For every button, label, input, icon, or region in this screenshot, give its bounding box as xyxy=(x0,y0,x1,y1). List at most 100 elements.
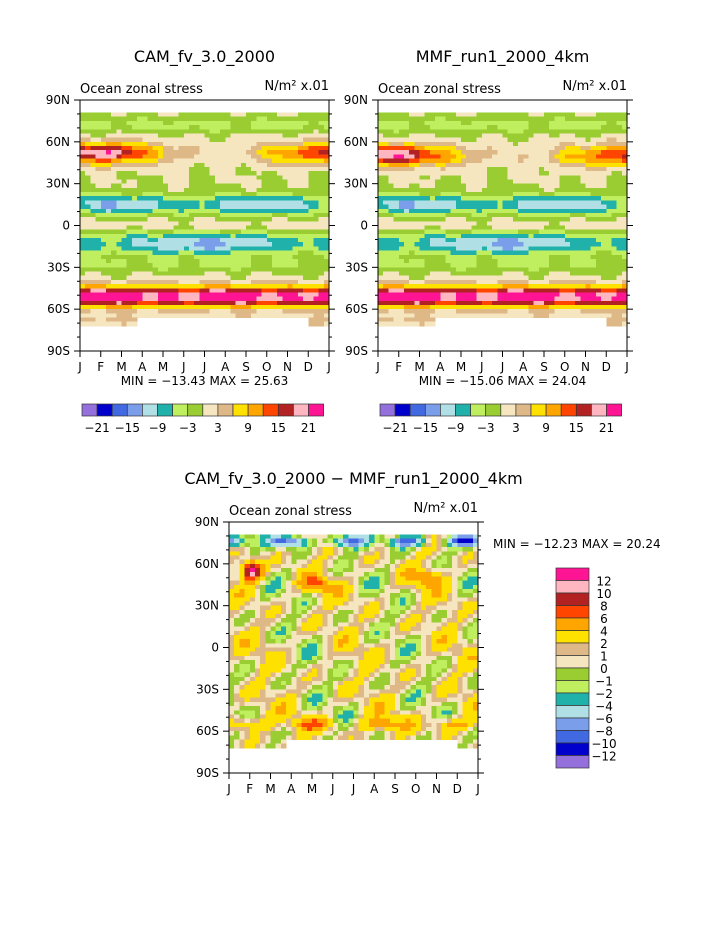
contour-cell xyxy=(560,125,566,130)
contour-cell xyxy=(137,129,143,134)
contour-cell xyxy=(277,138,283,143)
contour-cell xyxy=(554,150,560,155)
contour-cell xyxy=(262,246,268,251)
contour-cell xyxy=(205,221,211,226)
contour-cell xyxy=(461,184,467,189)
contour-cell xyxy=(554,217,560,222)
contour-cell xyxy=(611,217,617,222)
contour-cell xyxy=(122,125,128,130)
contour-cell xyxy=(430,305,436,310)
contour-cell xyxy=(158,305,164,310)
contour-cell xyxy=(313,309,319,314)
contour-cell xyxy=(445,138,451,143)
contour-cell xyxy=(205,246,211,251)
contour-cell xyxy=(116,292,122,297)
contour-cell xyxy=(199,230,205,235)
contour-cell xyxy=(518,196,524,201)
contour-cell xyxy=(90,221,96,226)
contour-cell xyxy=(539,159,545,164)
contour-cell xyxy=(461,263,467,268)
contour-cell xyxy=(503,301,509,306)
contour-cell xyxy=(122,322,128,327)
contour-cell xyxy=(477,226,483,231)
contour-cell xyxy=(142,226,148,231)
contour-cell xyxy=(482,121,488,126)
contour-cell xyxy=(241,313,247,318)
contour-cell xyxy=(293,288,299,293)
contour-cell xyxy=(461,125,467,130)
contour-cell xyxy=(471,272,477,277)
contour-cell xyxy=(477,200,483,205)
contour-cell xyxy=(617,226,623,231)
contour-cell xyxy=(575,159,581,164)
contour-cell xyxy=(466,305,472,310)
contour-cell xyxy=(451,184,457,189)
contour-cell xyxy=(179,313,185,318)
contour-cell xyxy=(404,272,410,277)
contour-cell xyxy=(96,301,102,306)
contour-cell xyxy=(246,142,252,147)
contour-cell xyxy=(466,159,472,164)
contour-cell xyxy=(153,171,159,176)
colorbar-label: −3 xyxy=(477,421,495,435)
contour-cell xyxy=(220,267,226,272)
contour-cell xyxy=(456,129,462,134)
contour-cell xyxy=(282,125,288,130)
contour-cell xyxy=(523,171,529,176)
contour-cell xyxy=(205,234,211,239)
contour-cell xyxy=(461,313,467,318)
contour-cell xyxy=(513,138,519,143)
contour-cell xyxy=(220,192,226,197)
contour-cell xyxy=(256,217,262,222)
colorbar-box xyxy=(486,404,501,416)
contour-cell xyxy=(308,175,314,180)
colorbar-box xyxy=(309,404,324,416)
contour-cell xyxy=(456,159,462,164)
contour-cell xyxy=(173,142,179,147)
contour-cell xyxy=(241,255,247,260)
contour-cell xyxy=(230,213,236,218)
contour-cell xyxy=(282,272,288,277)
contour-cell xyxy=(199,209,205,214)
contour-cell xyxy=(142,238,148,243)
contour-cell xyxy=(282,297,288,302)
contour-cell xyxy=(215,226,221,231)
contour-cell xyxy=(210,292,216,297)
contour-cell xyxy=(308,267,314,272)
contour-cell xyxy=(445,146,451,151)
contour-cell xyxy=(210,230,216,235)
contour-cell xyxy=(236,129,242,134)
contour-cell xyxy=(513,175,519,180)
contour-cell xyxy=(288,125,294,130)
colorbar-label: 9 xyxy=(244,421,252,435)
contour-cell xyxy=(147,113,153,118)
contour-cell xyxy=(471,184,477,189)
contour-cell xyxy=(456,263,462,268)
contour-cell xyxy=(127,150,133,155)
contour-cell xyxy=(225,255,231,260)
contour-cell xyxy=(168,138,174,143)
contour-cell xyxy=(451,205,457,210)
contour-cell xyxy=(282,196,288,201)
contour-cell xyxy=(549,133,555,138)
contour-cell xyxy=(179,121,185,126)
contour-cell xyxy=(414,217,420,222)
contour-cell xyxy=(277,146,283,151)
contour-cell xyxy=(560,175,566,180)
contour-cell xyxy=(173,217,179,222)
contour-cell xyxy=(497,263,503,268)
contour-cell xyxy=(378,184,384,189)
contour-cell xyxy=(282,113,288,118)
contour-cell xyxy=(482,205,488,210)
contour-cell xyxy=(497,129,503,134)
contour-cell xyxy=(575,192,581,197)
contour-cell xyxy=(580,272,586,277)
contour-cell xyxy=(549,200,555,205)
contour-cell xyxy=(425,213,431,218)
contour-cell xyxy=(215,246,221,251)
contour-cell xyxy=(539,154,545,159)
contour-cell xyxy=(523,205,529,210)
contour-cell xyxy=(132,226,138,231)
contour-cell xyxy=(308,284,314,289)
contour-cell xyxy=(194,259,200,264)
